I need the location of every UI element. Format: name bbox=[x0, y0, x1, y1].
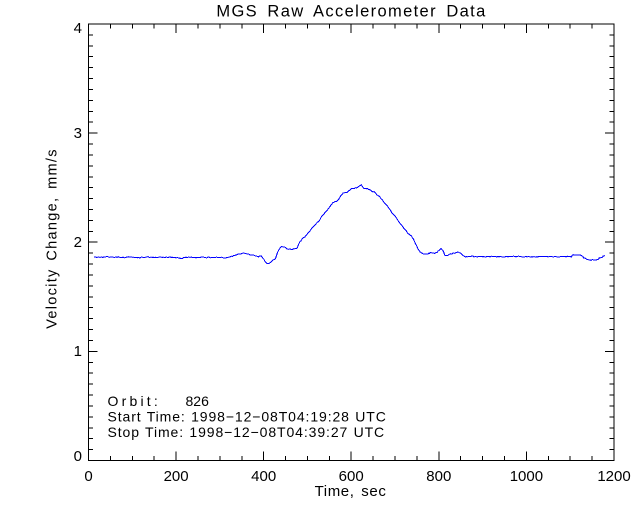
svg-text:Velocity Change, mm/s: Velocity Change, mm/s bbox=[45, 148, 61, 329]
svg-text:200: 200 bbox=[164, 468, 189, 485]
svg-text:0: 0 bbox=[84, 468, 92, 485]
svg-text:1: 1 bbox=[74, 343, 82, 360]
svg-text:826: 826 bbox=[186, 393, 210, 409]
svg-text:MGS Raw Accelerometer Data: MGS Raw Accelerometer Data bbox=[216, 3, 486, 21]
svg-text:4: 4 bbox=[74, 20, 82, 37]
svg-text:Orbit:: Orbit: bbox=[108, 393, 161, 409]
svg-text:600: 600 bbox=[339, 468, 364, 485]
svg-text:2: 2 bbox=[74, 234, 82, 251]
svg-text:3: 3 bbox=[74, 125, 82, 142]
svg-text:0: 0 bbox=[74, 448, 82, 465]
svg-text:400: 400 bbox=[251, 468, 276, 485]
svg-text:1000: 1000 bbox=[510, 468, 543, 485]
svg-text:Stop Time: 1998−12−08T04:39:27: Stop Time: 1998−12−08T04:39:27 UTC bbox=[108, 424, 386, 440]
svg-text:1200: 1200 bbox=[597, 468, 630, 485]
svg-text:Start Time: 1998−12−08T04:19:2: Start Time: 1998−12−08T04:19:28 UTC bbox=[108, 409, 387, 425]
svg-text:800: 800 bbox=[426, 468, 451, 485]
svg-text:Time, sec: Time, sec bbox=[315, 483, 387, 500]
